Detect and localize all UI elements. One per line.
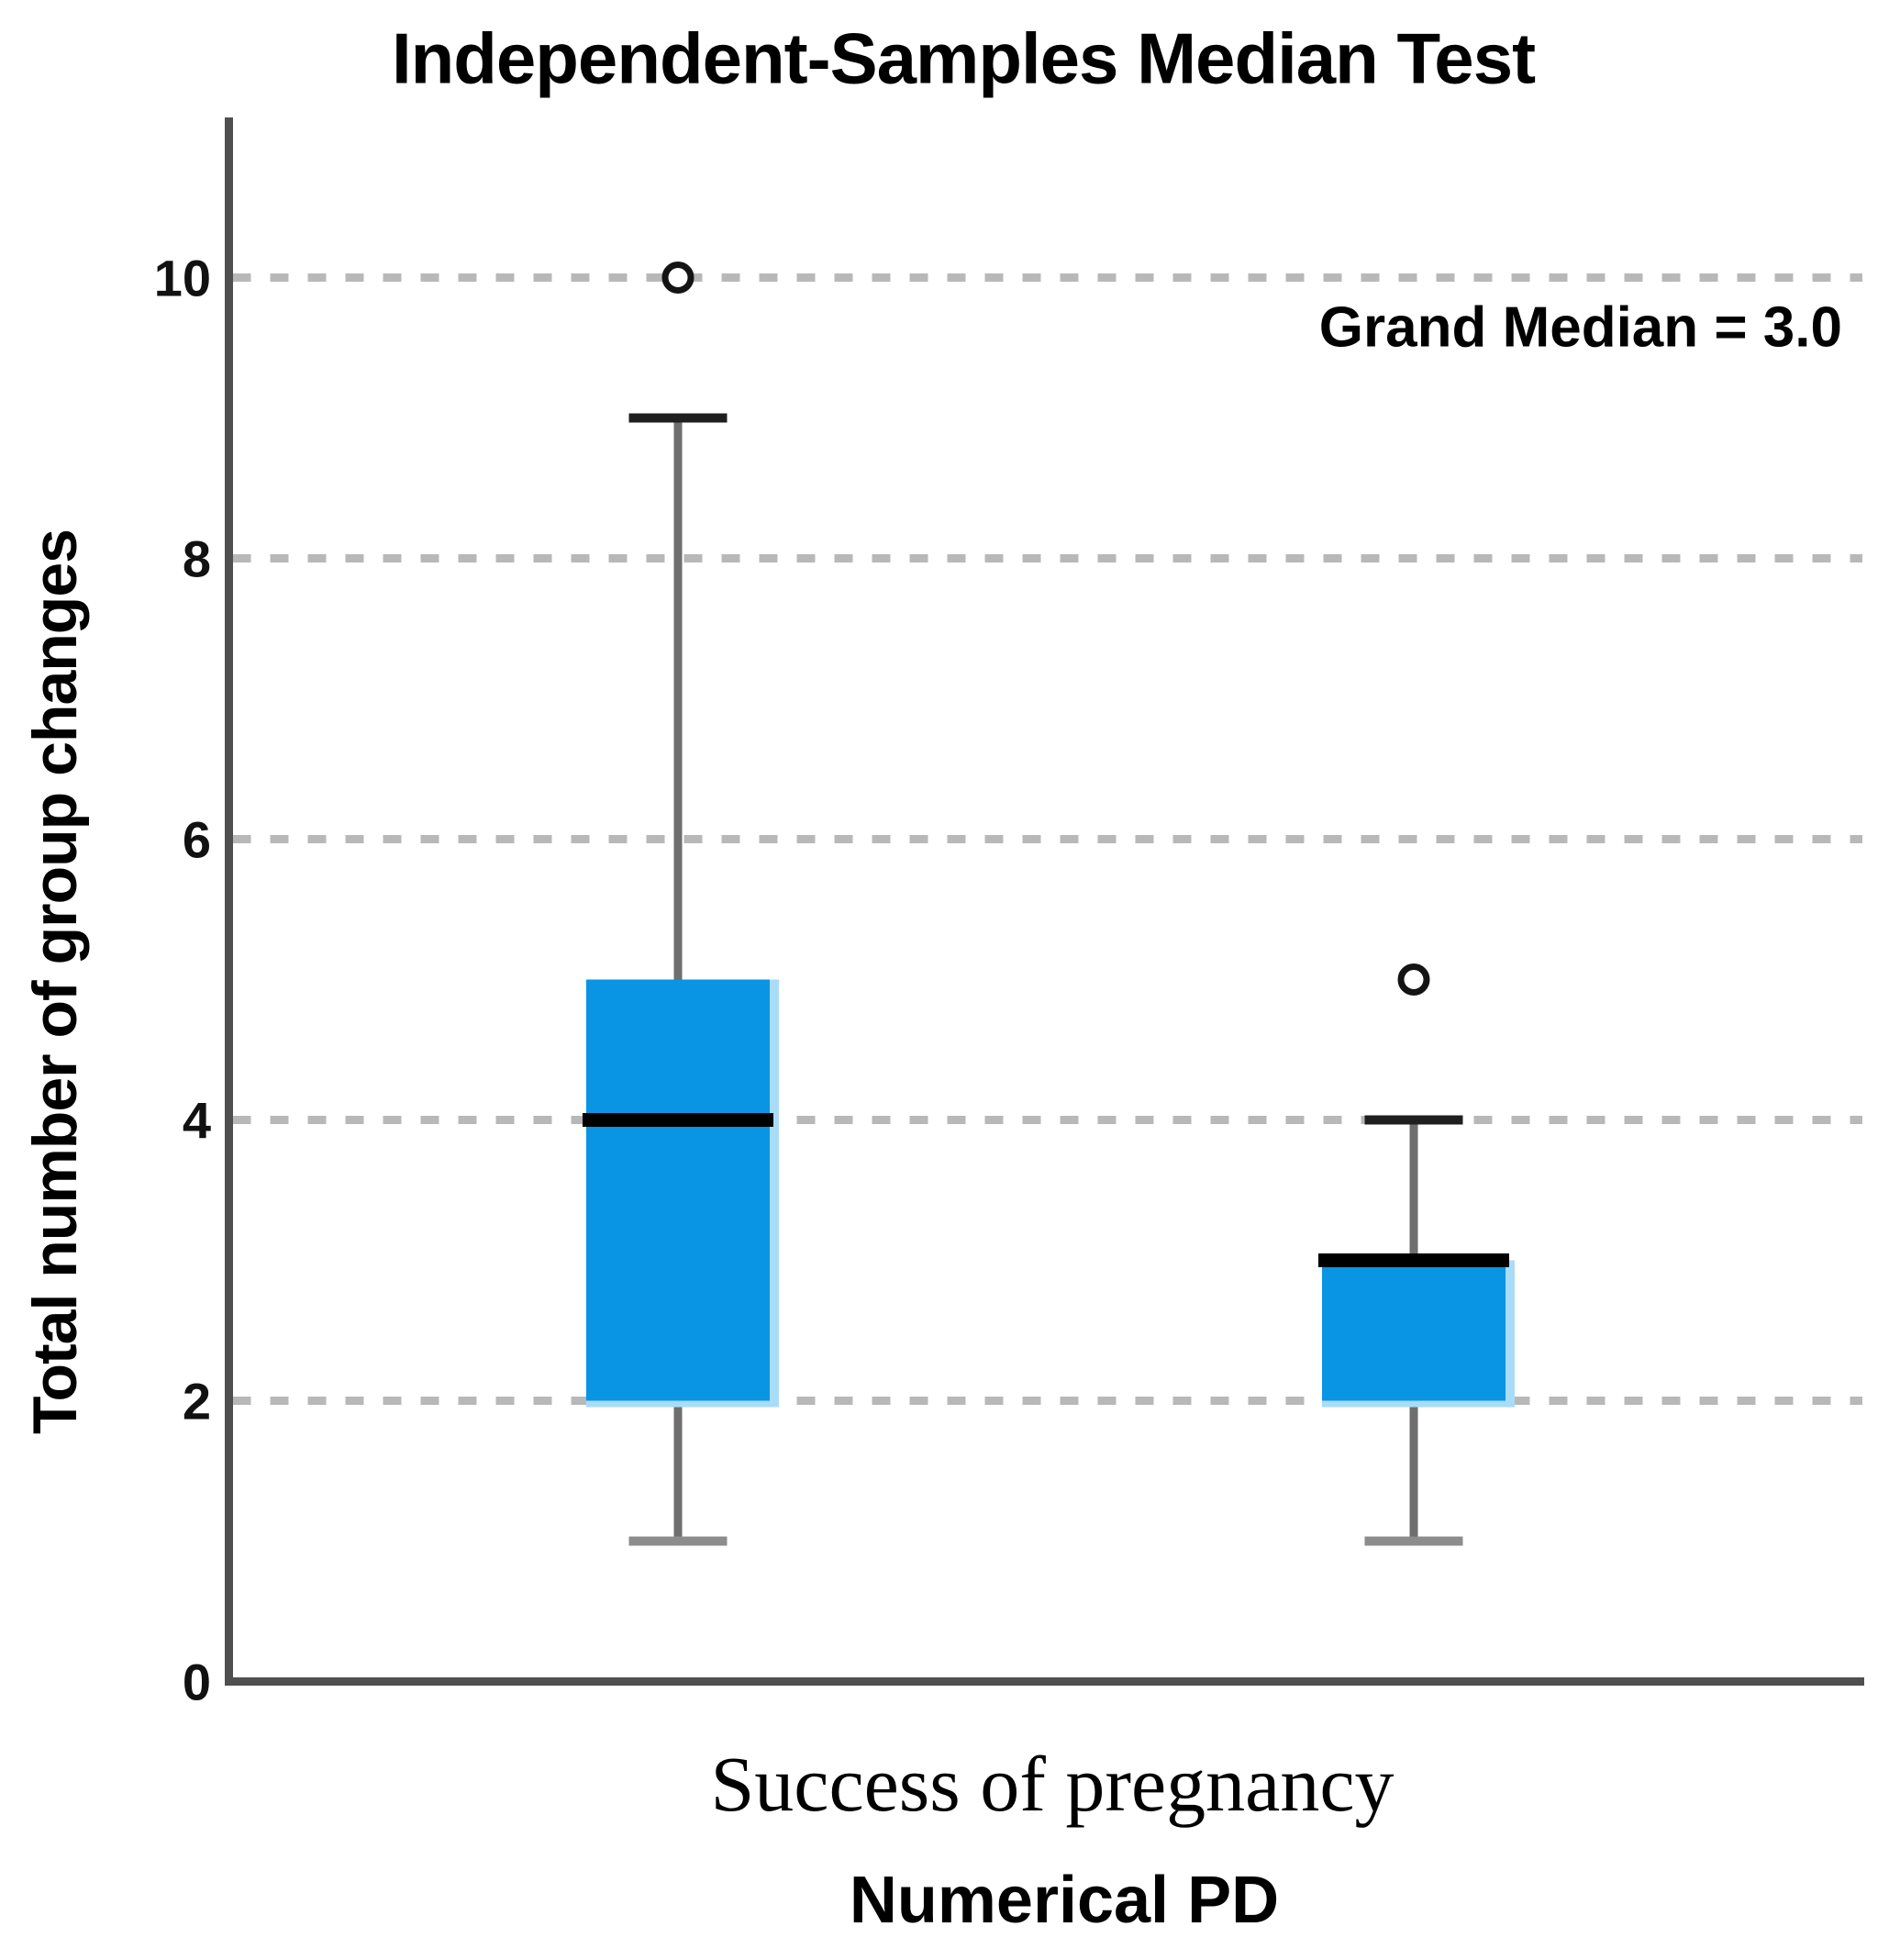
box-bottom-highlight-right-group [1322, 1400, 1506, 1408]
lower-whisker-left-group [673, 1400, 683, 1542]
upper-whisker-cap-right-group [1364, 1115, 1463, 1125]
lower-whisker-cap-left-group [628, 1536, 728, 1546]
upper-whisker-right-group [1409, 1119, 1418, 1261]
y-tick-label-0: 0 [183, 1654, 211, 1711]
box-right-highlight-left-group [770, 979, 779, 1408]
lower-whisker-cap-right-group [1364, 1536, 1463, 1546]
iqr-box-right-group [1322, 1260, 1506, 1401]
y-tick-label-6: 6 [183, 811, 211, 869]
y-tick-label-10: 10 [154, 250, 211, 307]
x-category-label: Success of pregnancy [710, 1740, 1394, 1828]
outlier-point-left-group-10 [661, 262, 694, 294]
upper-whisker-cap-left-group [628, 413, 728, 423]
upper-whisker-left-group [673, 418, 683, 980]
box-bottom-highlight-left-group [586, 1400, 770, 1408]
median-line-left-group [583, 1113, 773, 1127]
outlier-point-right-group-5 [1397, 963, 1430, 996]
chart-title: Independent-Samples Median Test [391, 17, 1536, 99]
box-right-highlight-right-group [1506, 1260, 1515, 1408]
median-line-right-group [1318, 1253, 1509, 1267]
y-tick-label-4: 4 [183, 1092, 211, 1150]
x-axis-title: Numerical PD [849, 1864, 1280, 1937]
grand-median-annotation: Grand Median = 3.0 [1318, 295, 1842, 360]
lower-whisker-right-group [1409, 1400, 1418, 1542]
iqr-box-left-group [586, 979, 770, 1401]
y-tick-label-2: 2 [183, 1373, 211, 1431]
y-tick-label-8: 8 [183, 530, 211, 588]
